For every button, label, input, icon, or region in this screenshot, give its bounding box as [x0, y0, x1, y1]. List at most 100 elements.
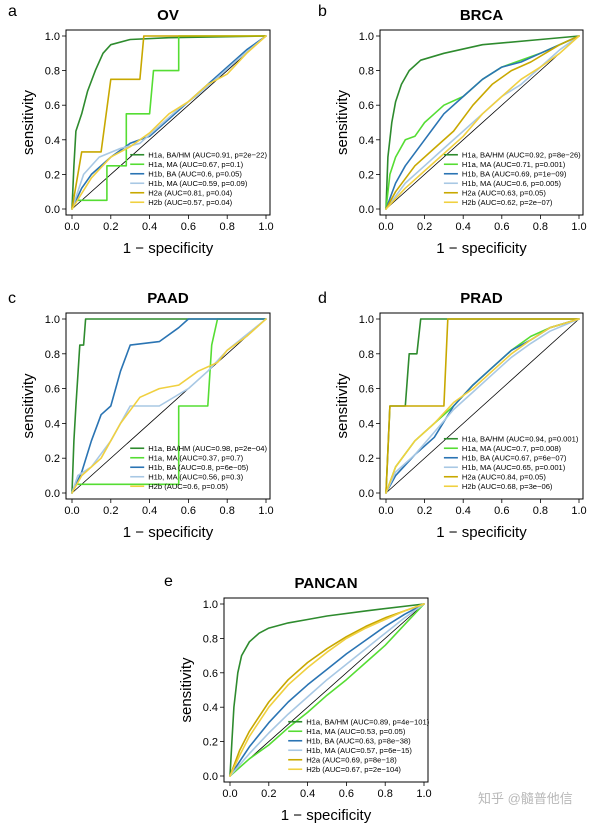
- roc-curve-3: [71, 318, 267, 494]
- panel-title: BRCA: [460, 7, 503, 24]
- y-axis-title: sensitivity: [334, 89, 351, 155]
- x-tick-label: 0.4: [142, 505, 157, 517]
- roc-curve-6: [385, 35, 580, 210]
- y-tick-label: 1.0: [45, 31, 60, 43]
- x-tick-label: 0.4: [300, 788, 315, 800]
- x-tick-label: 0.0: [64, 221, 79, 233]
- roc-panel-prad: d PRAD 0.0 0.2 0.4 0.6 0.8 1.0 0.0 0.2 0.4 0.6 0.8 1.…: [318, 290, 587, 541]
- legend-entry: H1b, BA (AUC=0.6, p=0.05): [148, 170, 242, 179]
- x-tick-label: 0.0: [378, 221, 393, 233]
- plot-frame: [223, 597, 429, 783]
- legend-entry: H2a (AUC=0.63, p=0.05): [462, 189, 546, 198]
- reference-diagonal: [229, 603, 425, 777]
- x-tick-label: 0.8: [220, 505, 235, 517]
- legend-entry: H2b (AUC=0.67, p=2e−104): [306, 765, 401, 774]
- y-tick-label: 0.2: [203, 737, 218, 749]
- legend-entry: H1b, BA (AUC=0.8, p=6e−05): [148, 463, 249, 472]
- roc-curve-4: [71, 35, 267, 210]
- legend-entry: H2a (AUC=0.84, p=0.05): [462, 473, 546, 482]
- y-tick-label: 0.6: [203, 668, 218, 680]
- y-tick-label: 0.2: [45, 169, 60, 181]
- y-tick-label: 1.0: [359, 314, 374, 326]
- y-tick-label: 1.0: [203, 599, 218, 611]
- panel-title: PAAD: [147, 290, 189, 307]
- roc-curve-4: [71, 318, 267, 494]
- panel-title: OV: [157, 7, 179, 24]
- legend-entry: H1b, MA (AUC=0.57, p=6e−15): [306, 746, 412, 755]
- legend-entry: H1a, BA/HM (AUC=0.98, p=2e−04): [148, 444, 267, 453]
- y-tick-label: 0.6: [359, 100, 374, 112]
- y-axis-title: sensitivity: [20, 373, 37, 439]
- reference-diagonal: [385, 318, 580, 494]
- legend-entry: H1b, MA (AUC=0.59, p=0.09): [148, 179, 248, 188]
- y-tick-label: 0.8: [45, 349, 60, 361]
- y-tick-label: 0.6: [45, 100, 60, 112]
- panel-title: PRAD: [460, 290, 503, 307]
- x-tick-label: 0.4: [456, 505, 471, 517]
- y-tick-label: 1.0: [45, 314, 60, 326]
- x-tick-label: 0.8: [220, 221, 235, 233]
- roc-curve-1: [229, 603, 425, 777]
- x-tick-label: 0.8: [378, 788, 393, 800]
- x-tick-label: 1.0: [571, 505, 586, 517]
- legend-entry: H2b (AUC=0.57, p=0.04): [148, 198, 232, 207]
- y-tick-label: 0.6: [359, 384, 374, 396]
- legend-entry: H1a, MA (AUC=0.7, p=0.008): [462, 444, 562, 453]
- panel-letter: c: [8, 290, 16, 307]
- reference-diagonal: [71, 318, 267, 494]
- legend-entry: H1b, BA (AUC=0.63, p=8e−38): [306, 737, 411, 746]
- y-tick-label: 0.4: [359, 135, 374, 147]
- x-tick-label: 0.0: [64, 505, 79, 517]
- roc-panel-brca: b BRCA 0.0 0.2 0.4 0.6 0.8 1.0 0.0 0.2 0.4 0.6 0.8 1.…: [318, 3, 587, 257]
- x-tick-label: 0.8: [533, 505, 548, 517]
- x-axis-title: 1 − specificity: [436, 240, 527, 257]
- x-tick-label: 0.0: [378, 505, 393, 517]
- legend-entry: H2a (AUC=0.69, p=8e−18): [306, 756, 397, 765]
- legend-entry: H1b, BA (AUC=0.69, p=1e−09): [462, 170, 567, 179]
- y-tick-label: 0.0: [203, 771, 218, 783]
- x-axis-title: 1 − specificity: [123, 524, 214, 541]
- y-tick-label: 0.2: [359, 453, 374, 465]
- y-tick-label: 0.6: [45, 384, 60, 396]
- roc-curve-6: [71, 35, 267, 210]
- legend-entry: H1a, MA (AUC=0.67, p=0.1): [148, 160, 243, 169]
- roc-curve-5: [71, 35, 267, 210]
- x-tick-label: 0.8: [533, 221, 548, 233]
- x-tick-label: 0.6: [181, 505, 196, 517]
- roc-curve-5: [229, 603, 425, 777]
- roc-curve-2: [71, 318, 267, 494]
- legend-entry: H1b, MA (AUC=0.56, p=0.3): [148, 473, 243, 482]
- y-tick-label: 0.0: [45, 204, 60, 216]
- y-tick-label: 0.0: [359, 204, 374, 216]
- x-tick-label: 1.0: [571, 221, 586, 233]
- legend-entry: H1b, MA (AUC=0.6, p=0.005): [462, 179, 562, 188]
- y-tick-label: 1.0: [359, 31, 374, 43]
- x-axis-title: 1 − specificity: [436, 524, 527, 541]
- panel-title: PANCAN: [294, 575, 357, 592]
- roc-panel-ov: a OV 0.0 0.2 0.4 0.6 0.8 1.0 0.0 0.2 0.4 0.6 0.8 1.0 1…: [8, 3, 274, 257]
- x-tick-label: 0.6: [494, 505, 509, 517]
- legend-entry: H1a, MA (AUC=0.71, p=0.001): [462, 160, 566, 169]
- roc-curve-6: [229, 603, 425, 777]
- roc-curve-4: [385, 318, 580, 494]
- legend-entry: H2a (AUC=0.81, p=0.04): [148, 189, 232, 198]
- roc-curve-3: [385, 35, 580, 210]
- x-tick-label: 0.2: [103, 221, 118, 233]
- x-axis-title: 1 − specificity: [123, 240, 214, 257]
- plot-frame: [379, 29, 584, 216]
- x-tick-label: 0.4: [142, 221, 157, 233]
- x-tick-label: 0.6: [339, 788, 354, 800]
- roc-curve-3: [71, 35, 267, 210]
- y-axis-title: sensitivity: [20, 89, 37, 155]
- y-tick-label: 0.0: [359, 488, 374, 500]
- x-tick-label: 0.2: [261, 788, 276, 800]
- y-tick-label: 0.8: [203, 633, 218, 645]
- y-tick-label: 0.4: [359, 418, 374, 430]
- roc-curve-2: [71, 35, 267, 210]
- watermark: 知乎 @髓普他信: [478, 791, 573, 806]
- y-tick-label: 0.4: [203, 702, 218, 714]
- roc-panel-pancan: e PANCAN 0.0 0.2 0.4 0.6 0.8 1.0 0.0 0.2 0.4 0.6 0.8…: [164, 573, 432, 824]
- x-tick-label: 0.4: [456, 221, 471, 233]
- y-axis-title: sensitivity: [178, 657, 195, 723]
- roc-curve-5: [71, 318, 267, 494]
